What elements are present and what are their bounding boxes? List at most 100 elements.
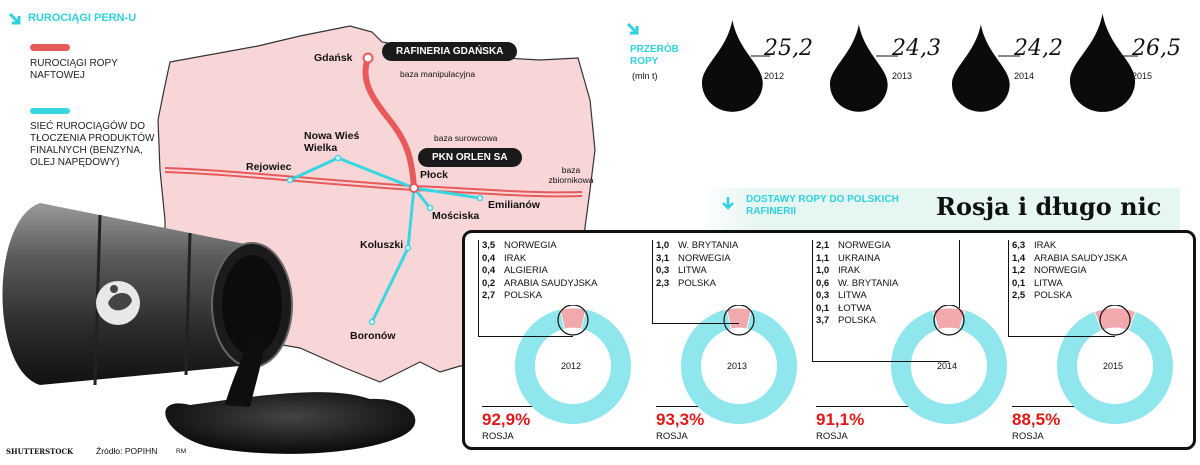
source-row: 0,4 IRAK	[482, 253, 597, 266]
source-value: 0,6	[816, 277, 830, 289]
source-value: 2,7	[482, 290, 496, 301]
source-name: POLSKA	[1034, 290, 1073, 301]
pointer-line	[482, 406, 532, 407]
deliveries-title: DOSTAWY ROPY DO POLSKICH RAFINERII	[746, 194, 899, 217]
source-name: POLSKA	[838, 315, 877, 326]
source-row: 2,5 POLSKA	[1012, 290, 1127, 303]
pill-pkn-orlen: PKN ORLEN SA	[418, 148, 522, 167]
source-row: 1,0 IRAK	[816, 265, 898, 278]
source-row: 2,7 POLSKA	[482, 290, 597, 303]
donut-year-label: 2012	[561, 361, 582, 371]
source-row: 0,1 ŁOTWA	[816, 303, 898, 316]
source-name: ŁOTWA	[838, 302, 872, 314]
source-name: LITWA	[1034, 277, 1063, 289]
photo-credit: SHUTTERSTOCK	[6, 447, 74, 456]
source-value: 0,3	[816, 290, 830, 301]
author-initials: RM	[176, 448, 187, 455]
sources-list: 3,5 NORWEGIA 0,4 IRAK 0,4 ALGIERIA 0,2 ARABIA S…	[482, 240, 597, 303]
russia-percentage: 92,9%	[482, 410, 531, 429]
source-row: 0,2 ARABIA SAUDYJSKA	[482, 278, 597, 291]
pill-rafineria-gdanska: RAFINERIA GDAŃSKA	[382, 42, 518, 61]
bracket-line	[959, 240, 960, 308]
source-name: LITWA	[678, 265, 707, 276]
bracket-line	[812, 240, 949, 362]
source-value: 0,1	[816, 302, 830, 314]
pointer-line	[816, 406, 908, 407]
russia-label: ROSJA	[482, 431, 514, 442]
source-name: NORWEGIA	[1034, 265, 1087, 276]
arrow-down-right-icon	[8, 12, 21, 25]
donut-zoom-circle	[1099, 305, 1131, 336]
processing-value: 24,2	[1014, 36, 1063, 61]
donut-zoom-circle	[557, 305, 589, 336]
legend-title: RUROCIĄGI PERN-U	[28, 12, 137, 24]
source-name: POLSKA	[678, 277, 717, 289]
deliveries-banner	[700, 188, 1180, 230]
source-value: 3,5	[482, 240, 496, 251]
pointer-line	[1012, 406, 1074, 407]
city-boronow: Boronów	[350, 330, 396, 342]
source-value: 0,4	[482, 265, 496, 276]
source-row: 3,1 NORWEGIA	[656, 253, 738, 266]
city-plock: Płock	[420, 169, 449, 181]
arrow-down-right-icon	[626, 22, 639, 35]
processing-item: 24,3 2013	[828, 0, 948, 120]
legend-product-label: SIEĆ RUROCIĄGÓW DO TŁOCZENIA PRODUKTÓW F…	[30, 121, 155, 168]
source-name: NORWEGIA	[504, 240, 557, 251]
source-name: ALGIERIA	[504, 265, 548, 276]
donut-chart	[515, 305, 631, 424]
source-name: UKRAINA	[838, 252, 881, 264]
source-value: 1,0	[816, 265, 830, 276]
source-name: ARABIA SAUDYJSKA	[1034, 252, 1128, 264]
oil-drop-icon	[952, 24, 1020, 112]
legend-product-swatch	[30, 108, 70, 114]
russia-label: ROSJA	[816, 431, 848, 442]
source-name: POLSKA	[504, 290, 543, 301]
legend-crude-label: RUROCIĄGI ROPY NAFTOWEJ	[30, 58, 118, 81]
sources-list: 1,0 W. BRYTANIA 3,1 NORWEGIA 0,3 LITWA 2,3 POLS…	[656, 240, 738, 290]
source-row: 1,4 ARABIA SAUDYJSKA	[1012, 253, 1127, 266]
source-value: 6,3	[1012, 240, 1026, 251]
source-name: NORWEGIA	[678, 252, 731, 264]
source-value: 0,3	[656, 265, 670, 276]
processing-value: 26,5	[1132, 36, 1181, 61]
source-value: 1,1	[816, 252, 830, 264]
source-value: 0,4	[482, 252, 496, 264]
source-row: 0,1 LITWA	[1012, 278, 1127, 291]
source-name: ARABIA SAUDYJSKA	[504, 277, 598, 289]
processing-year: 2014	[1014, 71, 1035, 81]
source-row: 1,2 NORWEGIA	[1012, 265, 1127, 278]
source-value: 2,1	[816, 240, 830, 251]
city-rejowiec: Rejowiec	[246, 161, 292, 173]
processing-unit: (mln t)	[632, 71, 658, 81]
oil-barrel-illustration	[2, 203, 416, 454]
note-baza-surowcowa: baza surowcowa	[434, 133, 498, 143]
russia-percentage: 91,1%	[816, 410, 865, 429]
source-name: W. BRYTANIA	[678, 240, 739, 251]
source-row: 6,3 IRAK	[1012, 240, 1127, 253]
pointer-line	[656, 406, 698, 407]
processing-value: 25,2	[764, 36, 813, 61]
processing-item: 26,5 2015	[1068, 0, 1188, 120]
processing-year: 2013	[892, 71, 913, 81]
arrow-down-icon	[722, 197, 734, 210]
city-gdansk: Gdańsk	[314, 52, 353, 64]
processing-year: 2015	[1132, 71, 1153, 81]
donut-zoom-circle	[933, 305, 965, 336]
russia-percentage: 93,3%	[656, 410, 705, 429]
processing-item: 25,2 2012	[700, 0, 820, 120]
source-row: 0,3 LITWA	[816, 290, 898, 303]
city-emilianow: Emilianów	[488, 199, 540, 211]
oil-drop-icon	[830, 24, 898, 112]
processing-value: 24,3	[892, 36, 941, 61]
donut-chart	[891, 305, 1007, 424]
russia-label: ROSJA	[1012, 431, 1044, 442]
source-value: 1,0	[656, 240, 670, 251]
source-value: 3,1	[656, 252, 670, 264]
sources-list: 6,3 IRAK 1,4 ARABIA SAUDYJSKA 1,2 NORWEGIA 0,1…	[1012, 240, 1127, 303]
source-name: NORWEGIA	[838, 240, 891, 251]
bracket-line	[478, 240, 573, 337]
source-value: 2,5	[1012, 290, 1026, 301]
note-baza-zbiornikowa: baza zbiornikowa	[548, 165, 594, 185]
source-row: 0,3 LITWA	[656, 265, 738, 278]
